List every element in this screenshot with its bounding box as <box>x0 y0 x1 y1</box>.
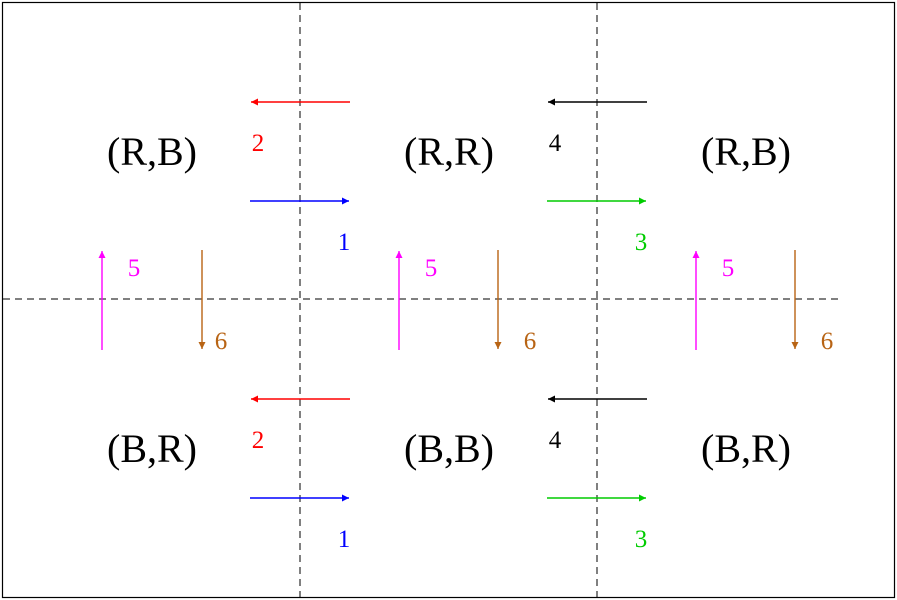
cell-label-bottom-left: (B,R) <box>107 426 197 471</box>
move-label-5-left: 5 <box>128 255 141 282</box>
move-label-2-bottom: 2 <box>252 427 265 454</box>
move-label-6-middle: 6 <box>524 328 537 355</box>
move-label-5-middle: 5 <box>425 255 438 282</box>
move-label-4-top: 4 <box>549 130 562 157</box>
cell-label-top-middle: (R,R) <box>404 129 494 174</box>
move-label-6-right: 6 <box>821 328 834 355</box>
cell-label-top-right: (R,B) <box>701 129 791 174</box>
move-label-3-bottom: 3 <box>635 526 648 553</box>
move-label-1-bottom: 1 <box>338 526 351 553</box>
cell-label-top-left: (R,B) <box>107 129 197 174</box>
move-label-2-top: 2 <box>252 130 265 157</box>
move-label-5-right: 5 <box>722 255 735 282</box>
move-label-1-top: 1 <box>338 229 351 256</box>
move-label-3-top: 3 <box>635 229 648 256</box>
move-label-6-left: 6 <box>215 328 228 355</box>
move-label-4-bottom: 4 <box>549 427 562 454</box>
cell-label-bottom-middle: (B,B) <box>404 426 494 471</box>
cell-label-bottom-right: (B,R) <box>701 426 791 471</box>
